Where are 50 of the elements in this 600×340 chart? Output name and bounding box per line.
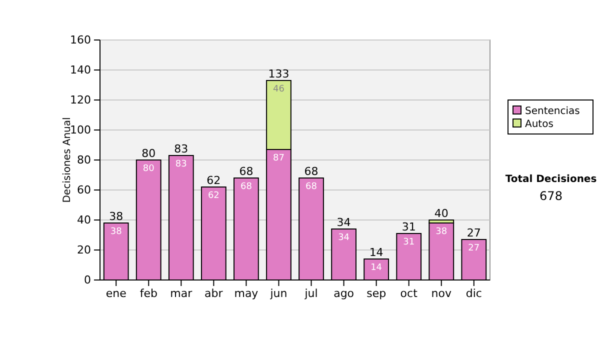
x-tick-label: sep — [366, 286, 386, 300]
data-label: 83 — [175, 160, 187, 170]
total-label: 68 — [239, 165, 254, 178]
total-label: 133 — [268, 68, 290, 80]
data-label: 34 — [338, 233, 350, 243]
y-tick-label: 40 — [77, 214, 91, 227]
y-tick-label: 140 — [70, 64, 91, 77]
total-label: 83 — [174, 142, 188, 156]
total-label: 14 — [369, 246, 384, 259]
data-label: 80 — [142, 164, 155, 174]
total-label: 27 — [466, 226, 481, 240]
x-tick-label: abr — [204, 286, 224, 300]
total-label: 62 — [206, 174, 221, 187]
data-label: 46 — [273, 84, 285, 94]
legend-label: Sentencias — [525, 106, 580, 117]
total-label: 34 — [336, 216, 351, 229]
x-tick-label: mar — [170, 286, 193, 300]
data-label: 31 — [403, 238, 415, 248]
text: 678 — [540, 189, 562, 203]
total-label: 40 — [434, 207, 448, 220]
y-tick-label: 80 — [77, 154, 91, 167]
y-tick-label: 120 — [70, 94, 91, 107]
x-tick-label: dic — [466, 286, 482, 300]
y-tick-label: 60 — [77, 184, 91, 197]
x-tick-label: may — [234, 286, 259, 300]
y-tick-label: 100 — [70, 124, 91, 137]
data-label: 68 — [306, 182, 318, 192]
x-tick-label: nov — [431, 286, 452, 300]
legend-label: Autos — [525, 119, 554, 130]
data-label: 62 — [208, 191, 220, 201]
data-label: 38 — [110, 227, 122, 237]
text: Total Decisiones — [505, 174, 597, 185]
total-label: 38 — [109, 210, 124, 223]
x-tick-label: jul — [304, 286, 318, 300]
total-label: 68 — [304, 165, 318, 178]
data-label: 27 — [468, 244, 480, 254]
data-label: 38 — [436, 227, 448, 237]
y-tick-label: 20 — [77, 244, 91, 257]
data-label: 14 — [370, 263, 382, 273]
x-tick-label: oct — [400, 286, 418, 300]
x-tick-label: jun — [269, 286, 288, 300]
y-tick-label: 160 — [70, 34, 91, 47]
x-tick-label: ago — [334, 286, 354, 300]
x-tick-label: feb — [140, 286, 158, 300]
total-label: 80 — [142, 147, 156, 160]
x-tick-label: ene — [106, 286, 127, 300]
total-label: 31 — [402, 220, 416, 234]
data-label: 68 — [240, 182, 252, 192]
y-tick-label: 0 — [84, 274, 91, 287]
data-label: 87 — [273, 154, 284, 164]
